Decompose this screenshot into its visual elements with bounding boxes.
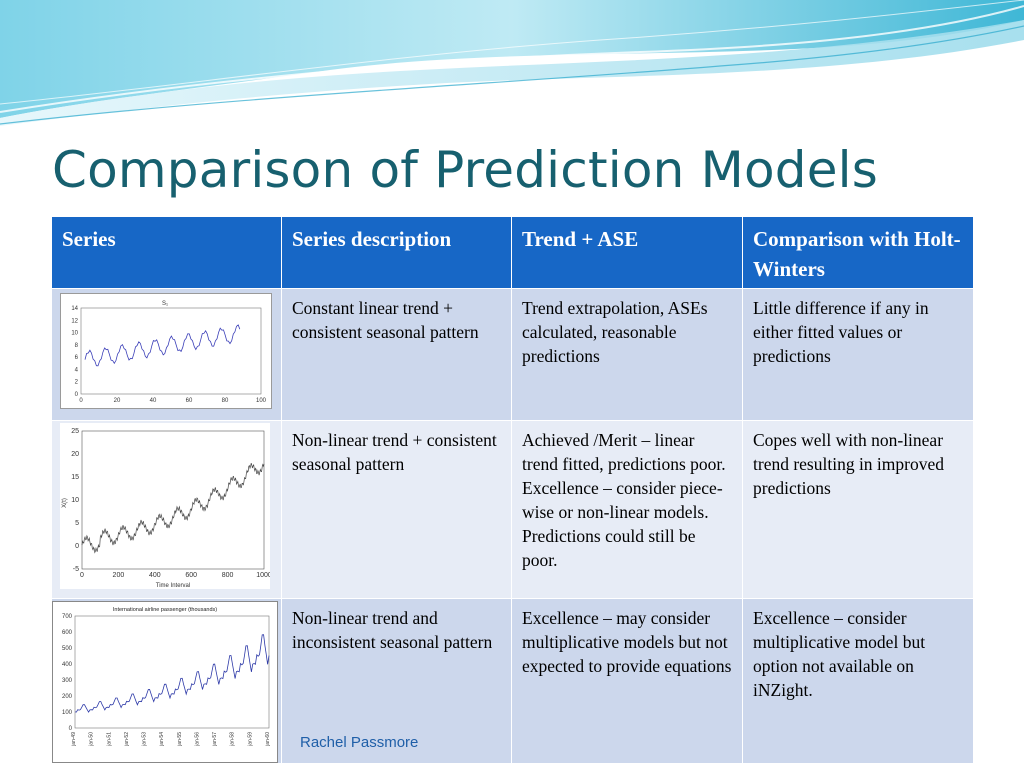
y-tick-label: 5 [75,520,79,527]
y-tick-label: 100 [62,710,73,716]
header-series: Series [51,216,282,289]
series-thumbnail-cell: International airline passenger (thousan… [51,598,282,764]
chart1-title: S₁ [162,301,168,307]
x-tick-label: 40 [150,398,157,404]
row1-holt-winters: Little difference if any in either fitte… [742,288,974,421]
chart2-xlabel: Time Interval [156,583,190,589]
table-row: S₁ 0 2 4 6 8 10 12 14 0 20 40 60 80 100 Constant lin… [51,288,974,421]
table-row: -5 0 5 10 15 20 25 0 200 400 600 800 1000 X(t) Time… [51,420,974,599]
y-tick-label: 20 [71,451,79,458]
y-tick-label: 300 [62,678,73,684]
y-tick-label: 200 [62,694,73,700]
table-row: International airline passenger (thousan… [51,598,974,764]
x-tick-label: 80 [222,398,229,404]
x-tick-label: jan-60 [265,732,271,747]
x-tick-label: 60 [186,398,193,404]
x-tick-label: 1000 [256,572,270,579]
series-thumbnail-cell: -5 0 5 10 15 20 25 0 200 400 600 800 1000 X(t) Time… [51,420,282,599]
row2-trend-ase: Achieved /Merit – linear trend fitted, p… [511,420,743,599]
x-tick-label: 200 [113,572,125,579]
series-thumbnail-cell: S₁ 0 2 4 6 8 10 12 14 0 20 40 60 80 100 [51,288,282,421]
row1-description: Constant linear trend + consistent seaso… [281,288,512,421]
x-tick-label: jan-59 [247,732,253,747]
y-tick-label: 12 [71,318,78,324]
table-header-row: Series Series description Trend + ASE Co… [51,216,974,289]
row2-holt-winters: Copes well with non-linear trend resulti… [742,420,974,599]
row3-holt-winters: Excellence – consider multiplicative mod… [742,598,974,764]
x-tick-label: 20 [114,398,121,404]
y-tick-label: 0 [75,392,79,398]
x-tick-label: 100 [256,398,267,404]
series-chart-2: -5 0 5 10 15 20 25 0 200 400 600 800 1000 X(t) Time… [60,423,270,589]
x-tick-label: jan-51 [106,732,112,747]
y-tick-label: 600 [62,630,73,636]
slide-title: Comparison of Prediction Models [52,141,878,199]
y-tick-label: 500 [62,646,73,652]
header-trend-ase: Trend + ASE [511,216,743,289]
x-tick-label: jan-49 [71,732,77,747]
row3-description: Non-linear trend and inconsistent season… [281,598,512,764]
header-holt-winters: Comparison with Holt-Winters [742,216,974,289]
y-tick-label: 0 [69,726,73,732]
y-tick-label: 8 [75,343,79,349]
row2-description: Non-linear trend + consistent seasonal p… [281,420,512,599]
series-chart-3: International airline passenger (thousan… [52,601,278,763]
x-tick-label: 400 [149,572,161,579]
y-tick-label: 25 [71,428,79,435]
y-tick-label: 15 [71,474,79,481]
x-tick-label: 600 [185,572,197,579]
x-tick-label: jan-58 [230,732,236,747]
comparison-table: Series Series description Trend + ASE Co… [51,216,974,764]
y-tick-label: 4 [75,367,79,373]
y-tick-label: 10 [71,497,79,504]
chart3-title: International airline passenger (thousan… [113,607,217,613]
header-series-description: Series description [281,216,512,289]
y-tick-label: 14 [71,306,78,312]
x-tick-label: jan-54 [159,732,165,747]
y-tick-label: 400 [62,662,73,668]
row3-trend-ase: Excellence – may consider multiplicative… [511,598,743,764]
y-tick-label: 700 [62,614,73,620]
x-tick-label: jan-56 [194,732,200,747]
y-tick-label: -5 [73,566,79,573]
y-tick-label: 6 [75,355,79,361]
x-tick-label: jan-50 [89,732,95,747]
y-tick-label: 2 [75,380,79,386]
y-tick-label: 10 [71,331,78,337]
x-tick-label: jan-53 [142,732,148,747]
y-tick-label: 0 [75,543,79,550]
x-tick-label: jan-52 [124,732,130,747]
x-tick-label: 0 [79,398,83,404]
x-tick-label: 0 [80,572,84,579]
series-chart-1: S₁ 0 2 4 6 8 10 12 14 0 20 40 60 80 100 [60,293,272,409]
x-tick-label: 800 [222,572,234,579]
x-tick-label: jan-55 [177,732,183,747]
author-credit: Rachel Passmore [300,734,419,751]
slide-header-decoration [0,0,1024,126]
row1-trend-ase: Trend extrapolation, ASEs calculated, re… [511,288,743,421]
chart2-ylabel: X(t) [62,498,68,508]
x-tick-label: jan-57 [212,732,218,747]
